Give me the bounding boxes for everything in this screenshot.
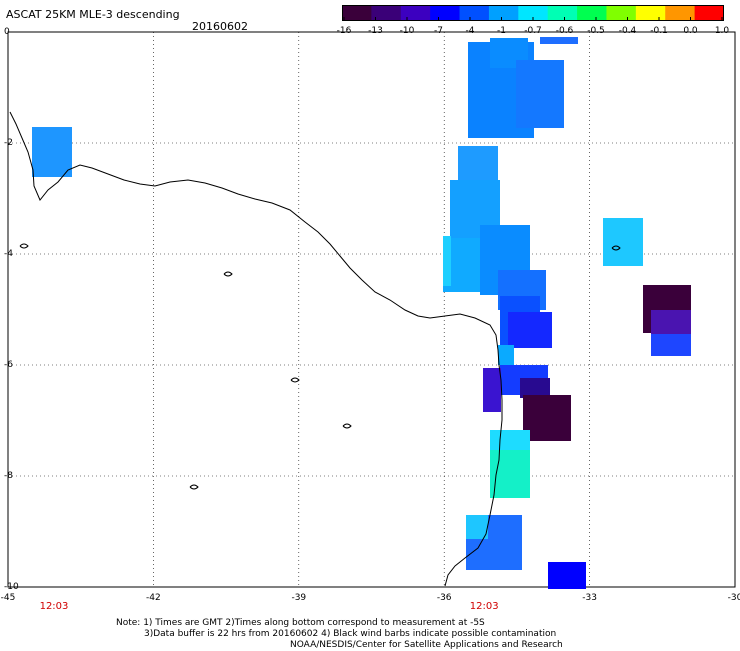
latitude-tick-label: -2 xyxy=(4,138,13,148)
island-outline xyxy=(19,243,29,249)
latitude-tick-label: 0 xyxy=(4,27,10,37)
colorbar-segment xyxy=(430,5,446,21)
colorbar-segment xyxy=(356,5,372,21)
wind-cell xyxy=(651,310,691,335)
colorbar-segment xyxy=(342,5,358,21)
colorbar-segment xyxy=(503,5,519,21)
colorbar-label: -13 xyxy=(368,26,383,36)
product-title: ASCAT 25KM MLE-3 descending xyxy=(6,8,180,21)
wind-cell xyxy=(508,312,552,348)
latitude-tick-label: -4 xyxy=(4,249,13,259)
coastline xyxy=(9,111,621,587)
wind-cell xyxy=(520,378,550,398)
colorbar-segment xyxy=(665,5,681,21)
product-date: 20160602 xyxy=(192,20,248,33)
latitude-tick-label: -8 xyxy=(4,471,13,481)
colorbar-segment xyxy=(606,5,622,21)
wind-data-swath xyxy=(32,37,691,589)
time-label: 12:03 xyxy=(469,601,499,612)
colorbar-segment xyxy=(474,5,490,21)
colorbar-segment xyxy=(562,5,578,21)
map-plot xyxy=(7,31,736,589)
footer-credit: NOAA/NESDIS/Center for Satellite Applica… xyxy=(290,640,563,650)
colorbar-segment xyxy=(386,5,402,21)
wind-cell xyxy=(443,236,451,286)
longitude-tick-label: -42 xyxy=(146,593,161,603)
island-outline xyxy=(290,377,300,383)
wind-cell xyxy=(523,395,571,441)
colorbar-segment xyxy=(415,5,431,21)
colorbar-label: -0.1 xyxy=(650,26,668,36)
colorbar-segment xyxy=(709,5,724,21)
wind-cell xyxy=(603,218,643,266)
colorbar-segment xyxy=(459,5,475,21)
colorbar-label: -16 xyxy=(336,26,352,36)
wind-cell xyxy=(458,146,498,186)
wind-cell xyxy=(548,562,586,589)
island-outline xyxy=(611,245,621,251)
footer-note-2: 3)Data buffer is 22 hrs from 20160602 4)… xyxy=(144,629,557,639)
colorbar-label: -0.5 xyxy=(587,26,605,36)
latitude-tick-label: -10 xyxy=(4,582,19,592)
colorbar-segment xyxy=(635,5,652,21)
gridlines xyxy=(8,32,735,587)
wind-cell xyxy=(651,334,691,356)
longitude-tick-label: -30 xyxy=(727,593,740,603)
colorbar-label: -10 xyxy=(399,26,415,36)
wind-cell xyxy=(516,60,564,128)
colorbar-segment xyxy=(694,5,710,21)
colorbar-label: 1.0 xyxy=(714,26,730,36)
colorbar-segment xyxy=(679,5,696,21)
wind-cell xyxy=(540,37,578,44)
map-frame xyxy=(7,31,736,588)
footer-note-1: Note: 1) Times are GMT 2)Times along bot… xyxy=(116,618,485,628)
longitude-tick-label: -45 xyxy=(0,593,16,603)
colorbar-label: -0.4 xyxy=(618,26,637,36)
colorbar-segment xyxy=(518,5,534,21)
colorbar-label: -4 xyxy=(465,26,475,36)
island-outline xyxy=(223,271,233,277)
colorbar-segment xyxy=(621,5,637,21)
time-label: 12:03 xyxy=(39,601,69,612)
longitude-tick-label: -36 xyxy=(436,593,452,603)
colorbar-segment xyxy=(488,5,505,21)
island-outline xyxy=(342,423,352,429)
colorbar-label: -0.7 xyxy=(524,26,542,36)
longitude-tick-label: -33 xyxy=(582,593,597,603)
colorbar xyxy=(342,5,724,21)
colorbar-label: -0.6 xyxy=(555,26,574,36)
coastline-path xyxy=(9,111,503,587)
wind-cell xyxy=(498,345,514,365)
wind-cell xyxy=(483,368,501,412)
colorbar-label: -7 xyxy=(434,26,443,36)
longitude-tick-label: -39 xyxy=(291,593,307,603)
colorbar-segment xyxy=(533,5,549,21)
colorbar-segment xyxy=(650,5,666,21)
colorbar-label: 0.0 xyxy=(683,26,698,36)
colorbar-label: -1 xyxy=(497,26,506,36)
colorbar-segment xyxy=(400,5,416,21)
colorbar-segment xyxy=(547,5,563,21)
wind-cell xyxy=(466,515,488,539)
colorbar-segment xyxy=(444,5,461,21)
wind-cell xyxy=(32,127,72,177)
latitude-tick-label: -6 xyxy=(4,360,13,370)
colorbar-segment xyxy=(577,5,593,21)
island-outline xyxy=(189,484,199,490)
